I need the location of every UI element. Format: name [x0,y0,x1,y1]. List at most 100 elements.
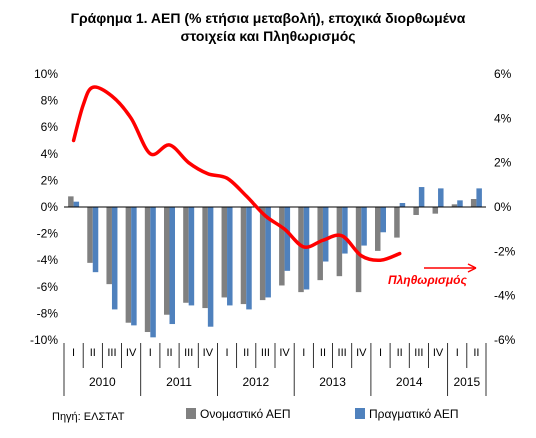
right-tick-label: -6% [494,333,516,347]
bar-nominal-gdp [413,207,419,215]
left-tick-label: -6% [37,280,59,294]
bar-nominal-gdp [202,207,208,309]
left-tick-label: -2% [37,227,59,241]
quarter-label: I [72,347,75,359]
right-tick-label: -4% [494,289,516,303]
quarter-label: III [414,347,423,359]
right-tick-label: 2% [494,156,512,170]
bar-nominal-gdp [106,207,112,285]
left-tick-label: 6% [41,120,59,134]
bar-nominal-gdp [298,207,304,293]
bar-real-gdp [284,207,291,271]
bar-real-gdp [380,207,386,233]
bar-real-gdp [457,200,463,207]
bar-nominal-gdp [164,207,170,315]
quarter-label: III [107,347,116,359]
legend-swatch-real [355,408,365,419]
quarter-label: II [473,347,479,359]
bar-nominal-gdp [336,207,343,277]
quarter-label: IV [279,347,290,359]
bar-nominal-gdp [279,207,285,286]
annotation-arrow-head [467,263,477,273]
left-tick-label: -8% [37,306,59,320]
bar-real-gdp [92,207,99,273]
bar-real-gdp [246,207,252,310]
quarter-label: I [149,347,152,359]
right-tick-label: -2% [494,244,516,258]
left-tick-label: 0% [41,200,59,214]
quarter-label: I [302,347,305,359]
legend: Πηγή: ΕΛΣΤΑΤ Ονομαστικό ΑΕΠ Πραγματικό ΑΕΠ [52,407,459,423]
bar-real-gdp [399,203,406,207]
year-label: 2011 [166,375,192,389]
quarter-label: I [226,347,229,359]
bar-nominal-gdp [68,196,74,207]
annotation-label: Πληθωρισμός [388,273,467,287]
bar-real-gdp [438,188,444,207]
source-label: Πηγή: ΕΛΣΤΑΤ [52,411,125,423]
left-tick-label: 10% [34,67,58,81]
quarter-label: II [320,347,326,359]
bar-real-gdp [73,201,80,207]
bar-real-gdp [361,207,367,246]
quarter-label: III [184,347,193,359]
quarter-label: II [397,347,403,359]
legend-label-real: Πραγματικό ΑΕΠ [369,407,459,421]
bar-nominal-gdp [470,199,477,207]
bar-nominal-gdp [451,204,458,207]
bar-real-gdp [476,188,482,207]
bar-real-gdp [227,207,233,306]
chart-title-line1: Γράφημα 1. ΑΕΠ (% ετήσια μεταβολή), εποχ… [70,10,466,26]
chart-title-line2: στοιχεία και Πληθωρισμός [180,28,356,44]
quarter-label: III [261,347,270,359]
legend-label-nominal: Ονομαστικό ΑΕΠ [200,407,291,421]
bar-nominal-gdp [221,207,228,298]
right-tick-label: 0% [494,200,512,214]
year-label: 2015 [453,375,480,389]
left-tick-label: 4% [41,147,59,161]
quarter-label: I [379,347,382,359]
right-tick-label: 4% [494,111,512,125]
year-label: 2014 [396,375,423,389]
quarter-label: IV [433,347,444,359]
year-label: 2012 [242,375,269,389]
bar-nominal-gdp [394,207,400,238]
inflation-line [71,85,402,263]
inflation-line-group [71,85,402,263]
left-axis: -10% -8% -6% -4% -2% 0% 2% 4% 6% 8% 10% [30,67,58,347]
bar-real-gdp [131,207,137,326]
left-tick-label: -10% [30,333,58,347]
bar-real-gdp [322,207,329,262]
bar-real-gdp [169,207,175,325]
bar-nominal-gdp [355,207,362,293]
quarter-label: I [456,347,459,359]
quarter-label: III [338,347,347,359]
bar-nominal-gdp [432,207,439,214]
bar-real-gdp [111,207,118,310]
legend-swatch-nominal [186,408,196,419]
right-axis: -6% -4% -2% 0% 2% 4% 6% [494,67,516,347]
bar-nominal-gdp [375,207,381,251]
annotation-group: Πληθωρισμός [388,263,477,287]
year-label: 2013 [319,375,346,389]
bar-nominal-gdp [259,207,266,301]
bar-nominal-gdp [240,207,247,305]
bar-nominal-gdp [183,207,189,303]
left-tick-label: 8% [41,94,59,108]
bar-real-gdp [265,207,271,298]
right-tick-label: 6% [494,67,512,81]
bar-nominal-gdp [125,207,132,323]
left-tick-label: 2% [41,173,59,187]
quarter-label: IV [126,347,137,359]
bar-real-gdp [188,207,195,306]
bar-nominal-gdp [87,207,93,263]
x-axis: I II III IV I II III IV I II III IV I II III IV I II III IV… [63,343,487,396]
bar-nominal-gdp [317,207,323,281]
quarter-label: II [90,347,96,359]
quarter-label: II [243,347,249,359]
bar-real-gdp [207,207,214,327]
left-tick-label: -4% [37,253,59,267]
quarter-label: II [166,347,172,359]
